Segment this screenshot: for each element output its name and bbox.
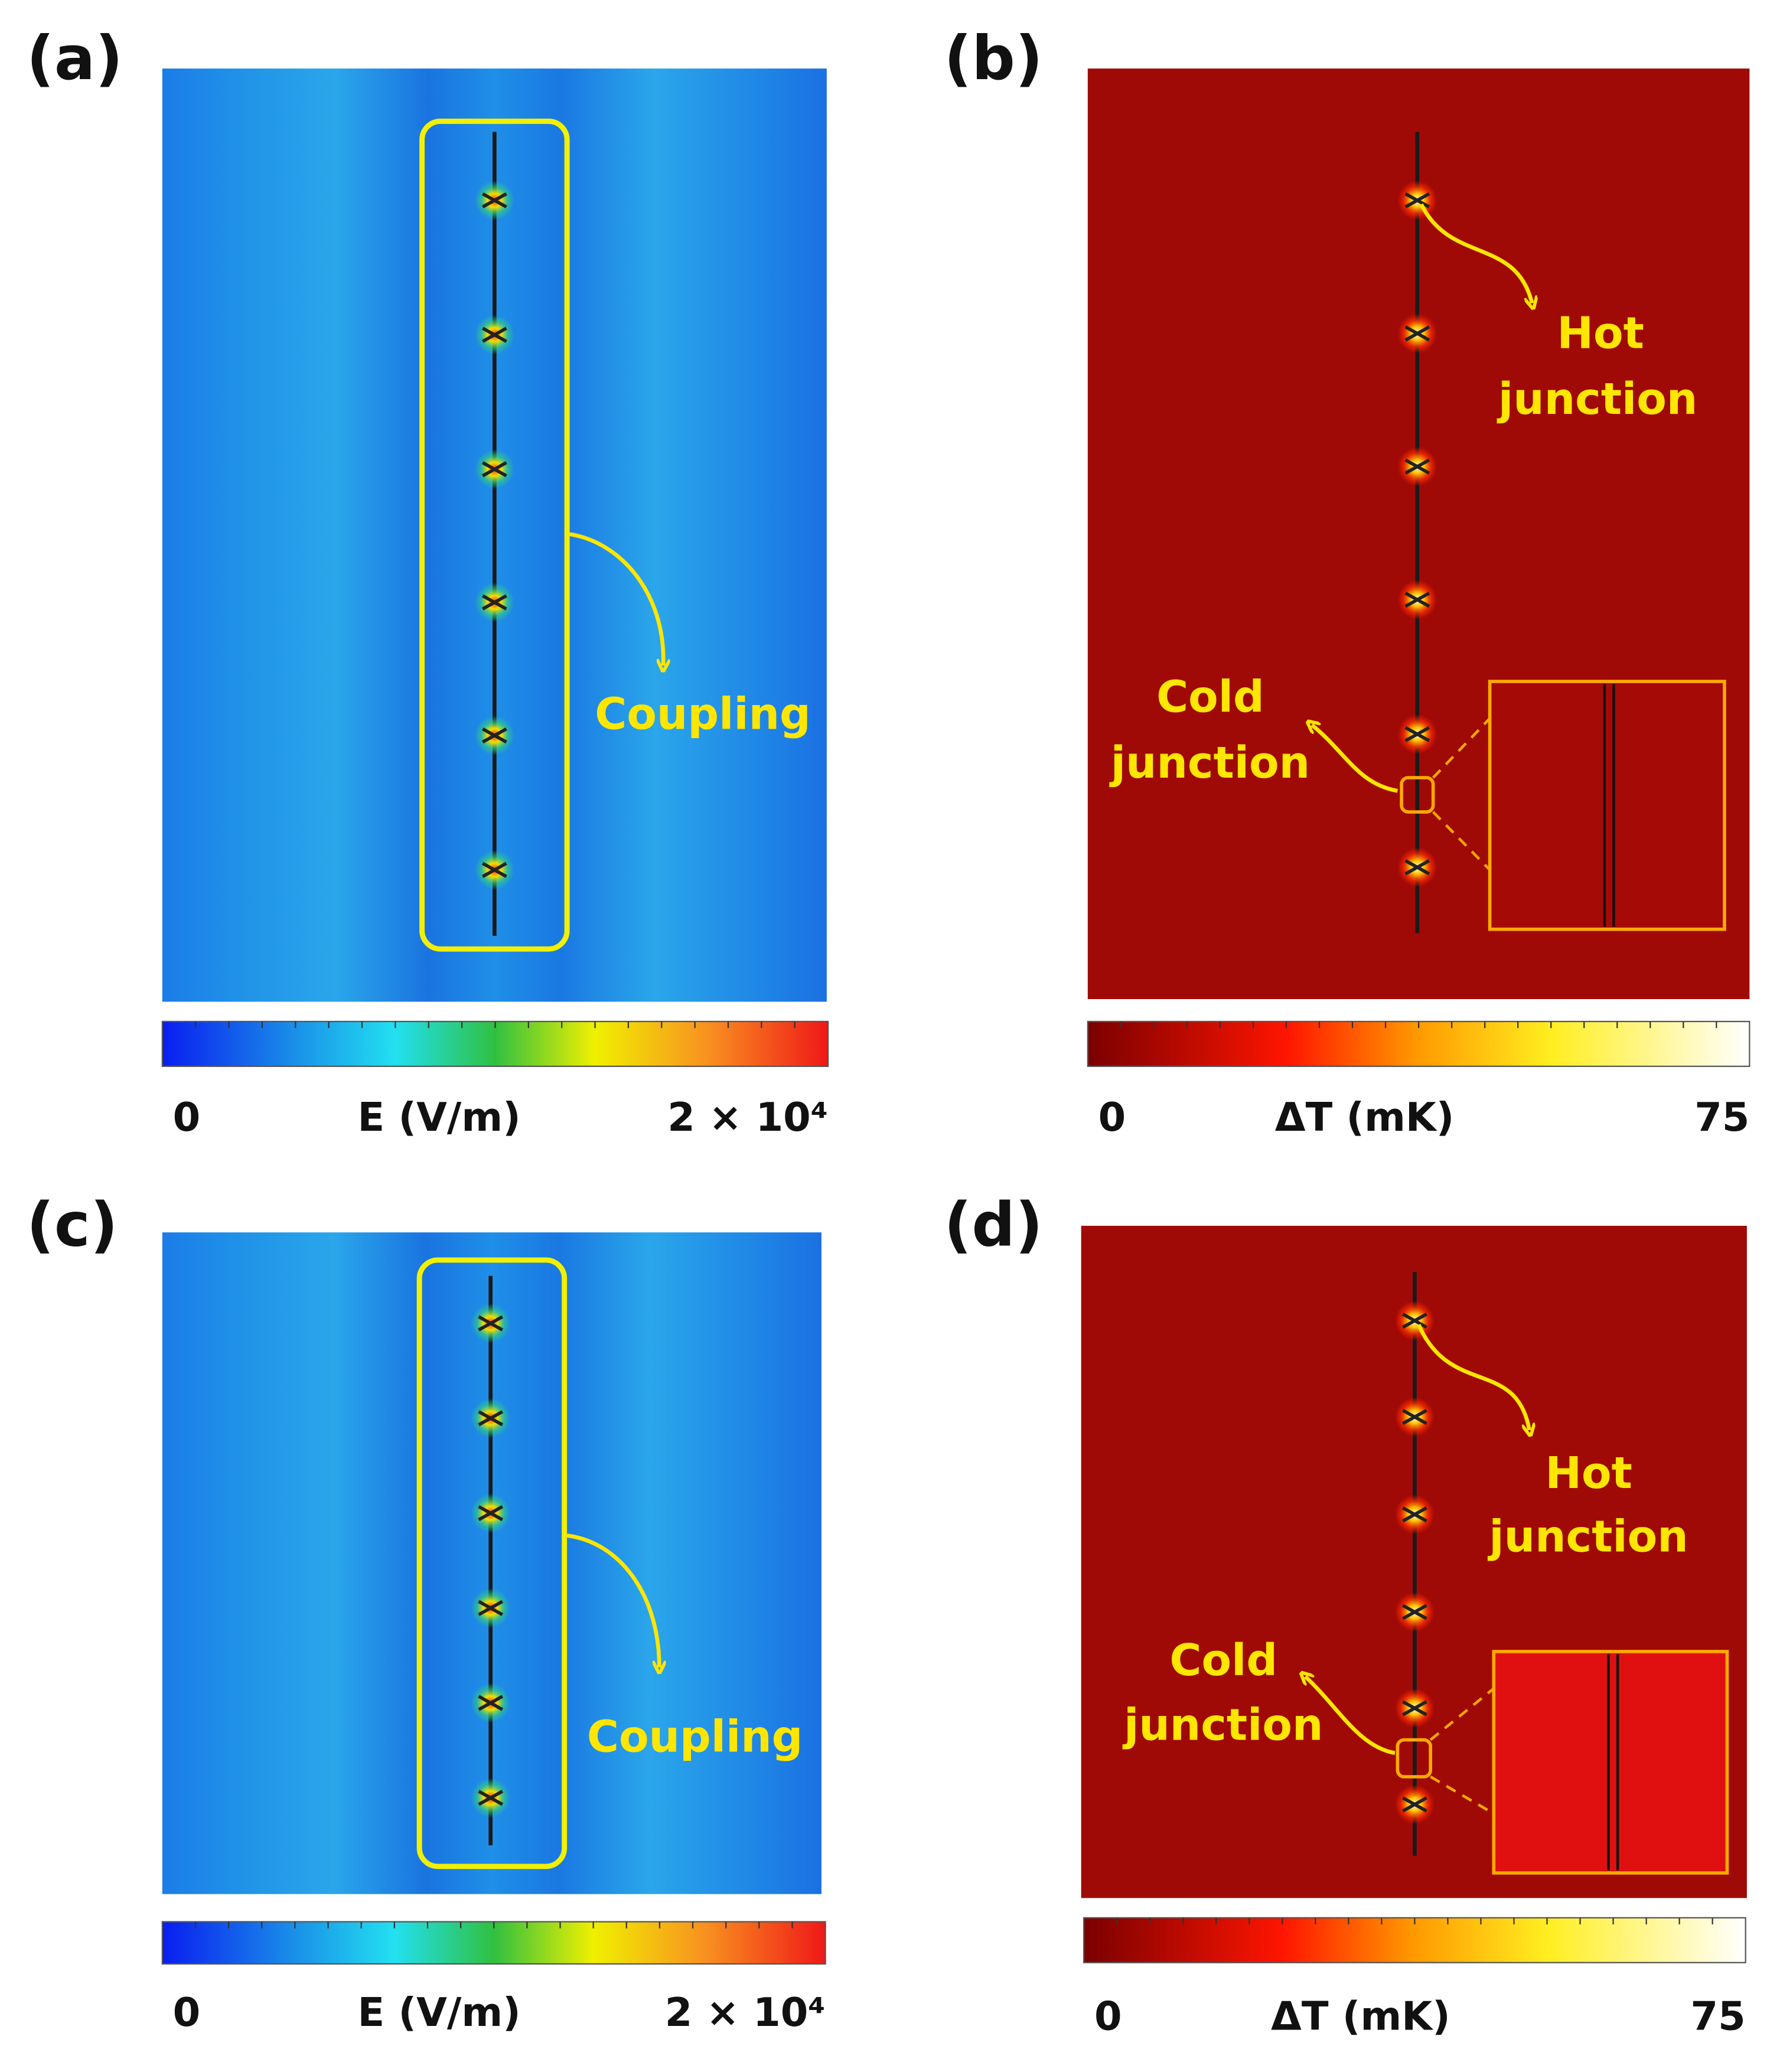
antenna [1404, 192, 1430, 208]
antenna [1404, 458, 1430, 475]
antenna [1401, 1506, 1427, 1523]
coupling-box [416, 1257, 568, 1869]
panel-label: (c) [27, 1190, 118, 1260]
zoom-lines [1432, 717, 1491, 871]
colorbar [1083, 1917, 1746, 1963]
zoom-lines [1429, 1687, 1495, 1815]
antenna [481, 192, 507, 208]
inset [1492, 1650, 1729, 1875]
annotation: Coupling [595, 689, 810, 739]
antenna [481, 862, 507, 878]
inset-lines [1603, 684, 1615, 927]
arrow [1305, 1676, 1396, 1756]
annotation: junction [1122, 1700, 1323, 1750]
arrow [1419, 203, 1533, 303]
antenna [1401, 1796, 1427, 1813]
antenna [1404, 859, 1430, 876]
colorbar-min: 0 [1098, 1094, 1126, 1140]
colorbar [161, 1020, 829, 1067]
colorbar-title: E (V/m) [357, 1989, 520, 2035]
antenna [1404, 325, 1430, 342]
annotation: junction [1109, 738, 1310, 788]
cold-box [1400, 776, 1435, 814]
antenna [1404, 726, 1430, 742]
antenna [478, 1695, 504, 1711]
antenna [481, 594, 507, 611]
antenna [1401, 1409, 1427, 1425]
antenna [478, 1790, 504, 1806]
colorbar-title: E (V/m) [357, 1094, 520, 1140]
inset [1488, 680, 1726, 931]
panel-label: (d) [944, 1190, 1043, 1260]
colorbar-min: 0 [173, 1989, 201, 2035]
annotation: Coupling [587, 1712, 803, 1763]
panel-label: (a) [27, 24, 123, 94]
annotation: junction [1487, 1512, 1688, 1562]
colorbar [161, 1921, 826, 1965]
colorbar-max: 2 × 10⁴ [667, 1094, 828, 1140]
inset-lines [1607, 1654, 1619, 1871]
antenna [478, 1410, 504, 1427]
annotation: Hot [1545, 1448, 1632, 1499]
colorbar [1087, 1020, 1750, 1067]
colorbar-min: 0 [173, 1094, 201, 1140]
colorbar-title: ΔT (mK) [1271, 1993, 1450, 2040]
antenna [478, 1600, 504, 1616]
colorbar-max: 2 × 10⁴ [665, 1989, 826, 2035]
antenna [478, 1315, 504, 1332]
antenna [1401, 1604, 1427, 1620]
antenna [1404, 592, 1430, 608]
annotation: Cold [1169, 1636, 1277, 1686]
arrow [566, 1533, 659, 1667]
cold-box [1396, 1738, 1432, 1779]
annotation: Cold [1156, 672, 1264, 722]
colorbar-min: 0 [1094, 1993, 1122, 2040]
antenna [478, 1505, 504, 1522]
panel-label: (b) [944, 24, 1043, 94]
arrow [1312, 725, 1398, 793]
annotation: junction [1497, 374, 1697, 425]
colorbar-max: 75 [1694, 1094, 1749, 1140]
antenna [1401, 1313, 1427, 1329]
antenna [481, 727, 507, 744]
annotation: Hot [1557, 308, 1644, 358]
antenna [481, 327, 507, 343]
colorbar-max: 75 [1691, 1993, 1746, 2040]
arrow [566, 531, 663, 665]
arrow [1417, 1324, 1530, 1430]
antenna [1401, 1700, 1427, 1717]
antenna [481, 461, 507, 478]
colorbar-title: ΔT (mK) [1275, 1094, 1455, 1140]
